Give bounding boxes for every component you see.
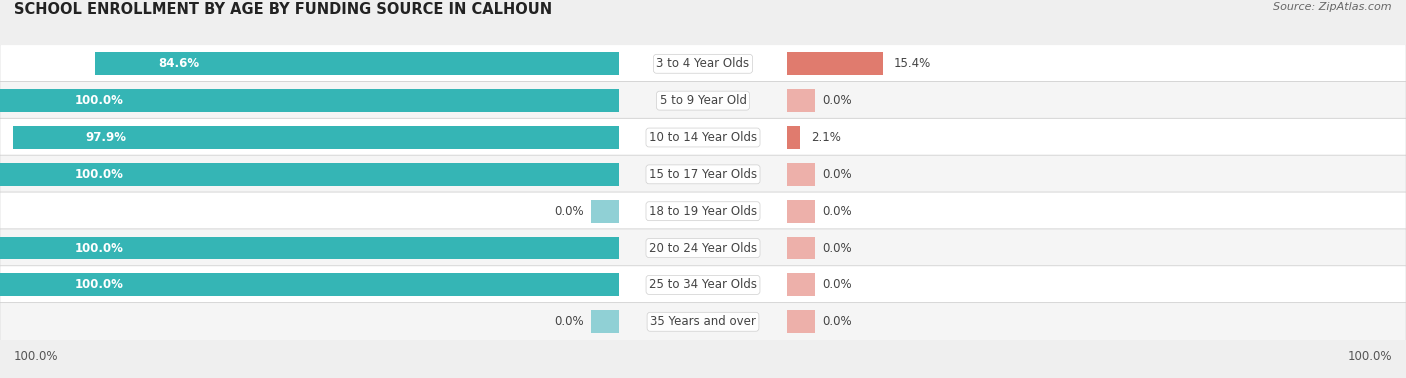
Text: 18 to 19 Year Olds: 18 to 19 Year Olds bbox=[650, 205, 756, 218]
FancyBboxPatch shape bbox=[0, 82, 1406, 120]
Text: 100.0%: 100.0% bbox=[14, 350, 59, 363]
Bar bbox=[787, 237, 815, 259]
Text: 2.1%: 2.1% bbox=[811, 131, 841, 144]
Bar bbox=[787, 53, 883, 75]
Bar bbox=[13, 126, 619, 149]
Bar bbox=[0, 237, 619, 259]
Text: 0.0%: 0.0% bbox=[554, 315, 583, 328]
Legend: Public School, Private School: Public School, Private School bbox=[581, 376, 825, 378]
Text: 0.0%: 0.0% bbox=[823, 168, 852, 181]
Text: 100.0%: 100.0% bbox=[75, 242, 124, 254]
Bar bbox=[96, 53, 619, 75]
Bar bbox=[0, 89, 619, 112]
Text: 100.0%: 100.0% bbox=[75, 168, 124, 181]
Bar bbox=[591, 310, 619, 333]
FancyBboxPatch shape bbox=[0, 303, 1406, 341]
Text: 10 to 14 Year Olds: 10 to 14 Year Olds bbox=[650, 131, 756, 144]
Text: 84.6%: 84.6% bbox=[157, 57, 200, 70]
Text: 35 Years and over: 35 Years and over bbox=[650, 315, 756, 328]
Bar bbox=[0, 274, 619, 296]
Text: 100.0%: 100.0% bbox=[75, 94, 124, 107]
Bar bbox=[787, 126, 800, 149]
FancyBboxPatch shape bbox=[0, 266, 1406, 304]
Text: 5 to 9 Year Old: 5 to 9 Year Old bbox=[659, 94, 747, 107]
Bar bbox=[591, 200, 619, 223]
Text: 25 to 34 Year Olds: 25 to 34 Year Olds bbox=[650, 279, 756, 291]
FancyBboxPatch shape bbox=[0, 155, 1406, 194]
Text: 0.0%: 0.0% bbox=[554, 205, 583, 218]
FancyBboxPatch shape bbox=[0, 229, 1406, 267]
Text: Source: ZipAtlas.com: Source: ZipAtlas.com bbox=[1274, 2, 1392, 12]
Text: 20 to 24 Year Olds: 20 to 24 Year Olds bbox=[650, 242, 756, 254]
Text: 0.0%: 0.0% bbox=[823, 94, 852, 107]
Bar bbox=[0, 163, 619, 186]
Text: 15 to 17 Year Olds: 15 to 17 Year Olds bbox=[650, 168, 756, 181]
Text: 15.4%: 15.4% bbox=[893, 57, 931, 70]
Text: 0.0%: 0.0% bbox=[823, 315, 852, 328]
Text: SCHOOL ENROLLMENT BY AGE BY FUNDING SOURCE IN CALHOUN: SCHOOL ENROLLMENT BY AGE BY FUNDING SOUR… bbox=[14, 2, 553, 17]
Bar bbox=[787, 200, 815, 223]
Text: 0.0%: 0.0% bbox=[823, 242, 852, 254]
Text: 0.0%: 0.0% bbox=[823, 205, 852, 218]
FancyBboxPatch shape bbox=[0, 118, 1406, 156]
Text: 97.9%: 97.9% bbox=[86, 131, 127, 144]
Text: 100.0%: 100.0% bbox=[75, 279, 124, 291]
FancyBboxPatch shape bbox=[0, 45, 1406, 83]
Text: 0.0%: 0.0% bbox=[823, 279, 852, 291]
Bar bbox=[787, 163, 815, 186]
Text: 3 to 4 Year Olds: 3 to 4 Year Olds bbox=[657, 57, 749, 70]
FancyBboxPatch shape bbox=[0, 192, 1406, 230]
Bar bbox=[787, 89, 815, 112]
Bar bbox=[787, 310, 815, 333]
Text: 100.0%: 100.0% bbox=[1347, 350, 1392, 363]
Bar bbox=[787, 274, 815, 296]
